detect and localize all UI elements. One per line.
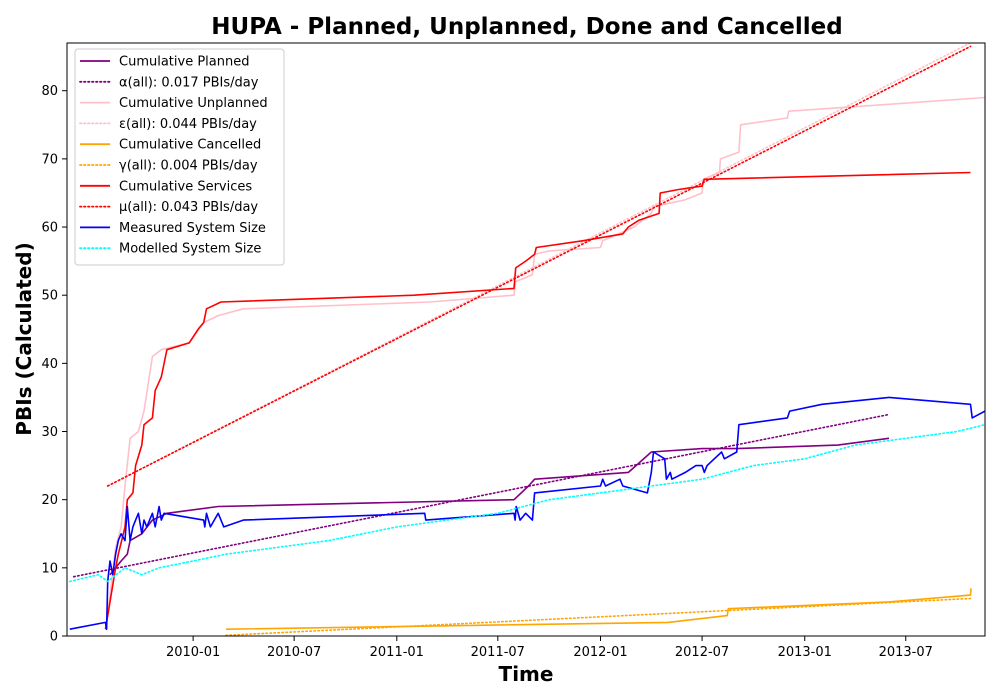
x-axis-ticks: 2010-01 2010-07 2011-01 2011-07 2012-01 2012-… (166, 636, 933, 660)
series-line-cumulative-services (104, 171, 971, 630)
legend-label: Cumulative Unplanned (119, 96, 268, 111)
y-tick-label: 60 (41, 221, 58, 236)
legend-label: μ(all): 0.043 PBIs/day (119, 200, 258, 215)
series-line-all-0-017-pbis-day (72, 413, 890, 578)
x-tick-label: 2011-07 (471, 645, 525, 660)
series-line-modelled-system-size (69, 423, 985, 583)
chart-title: HUPA - Planned, Unplanned, Done and Canc… (211, 14, 842, 40)
legend-label: Modelled System Size (119, 242, 261, 257)
y-tick-label: 20 (41, 493, 58, 508)
series-line-all-0-004-pbis-day (225, 597, 972, 636)
x-tick-label: 2010-01 (166, 645, 220, 660)
y-tick-label: 80 (41, 84, 58, 99)
y-axis-ticks: 0 10 20 30 40 50 60 70 80 (41, 84, 67, 645)
x-tick-label: 2012-07 (675, 645, 729, 660)
y-tick-label: 50 (41, 289, 58, 304)
y-axis-label: PBIs (Calculated) (12, 242, 36, 435)
plot-lines (69, 43, 985, 636)
legend-box (74, 48, 285, 266)
y-tick-label: 40 (41, 357, 58, 372)
x-tick-label: 2012-01 (573, 645, 627, 660)
series-line-all-0-043-pbis-day (106, 45, 972, 487)
legend-label: γ(all): 0.004 PBIs/day (119, 159, 258, 174)
x-tick-label: 2010-07 (267, 645, 321, 660)
x-axis-label: Time (499, 662, 554, 686)
legend: Cumulative Planned α(all): 0.017 PBIs/day… (74, 48, 285, 266)
legend-label: Cumulative Planned (119, 55, 249, 70)
series-line-cumulative-cancelled (225, 588, 972, 630)
y-tick-label: 30 (41, 425, 58, 440)
y-tick-label: 70 (41, 152, 58, 167)
series-line-all-0-044-pbis-day (106, 43, 972, 487)
legend-label: Cumulative Cancelled (119, 138, 261, 153)
y-tick-label: 0 (50, 630, 58, 645)
series-line-measured-system-size (69, 396, 985, 631)
legend-label: Cumulative Services (119, 179, 252, 194)
legend-label: α(all): 0.017 PBIs/day (119, 75, 259, 90)
x-tick-label: 2013-01 (778, 645, 832, 660)
y-tick-label: 10 (41, 561, 58, 576)
series-line-cumulative-unplanned (104, 96, 985, 630)
legend-label: Measured System Size (119, 221, 266, 236)
plot-frame (66, 42, 986, 637)
x-tick-label: 2013-07 (879, 645, 933, 660)
x-tick-label: 2011-01 (370, 645, 424, 660)
legend-label: ε(all): 0.044 PBIs/day (119, 117, 257, 132)
